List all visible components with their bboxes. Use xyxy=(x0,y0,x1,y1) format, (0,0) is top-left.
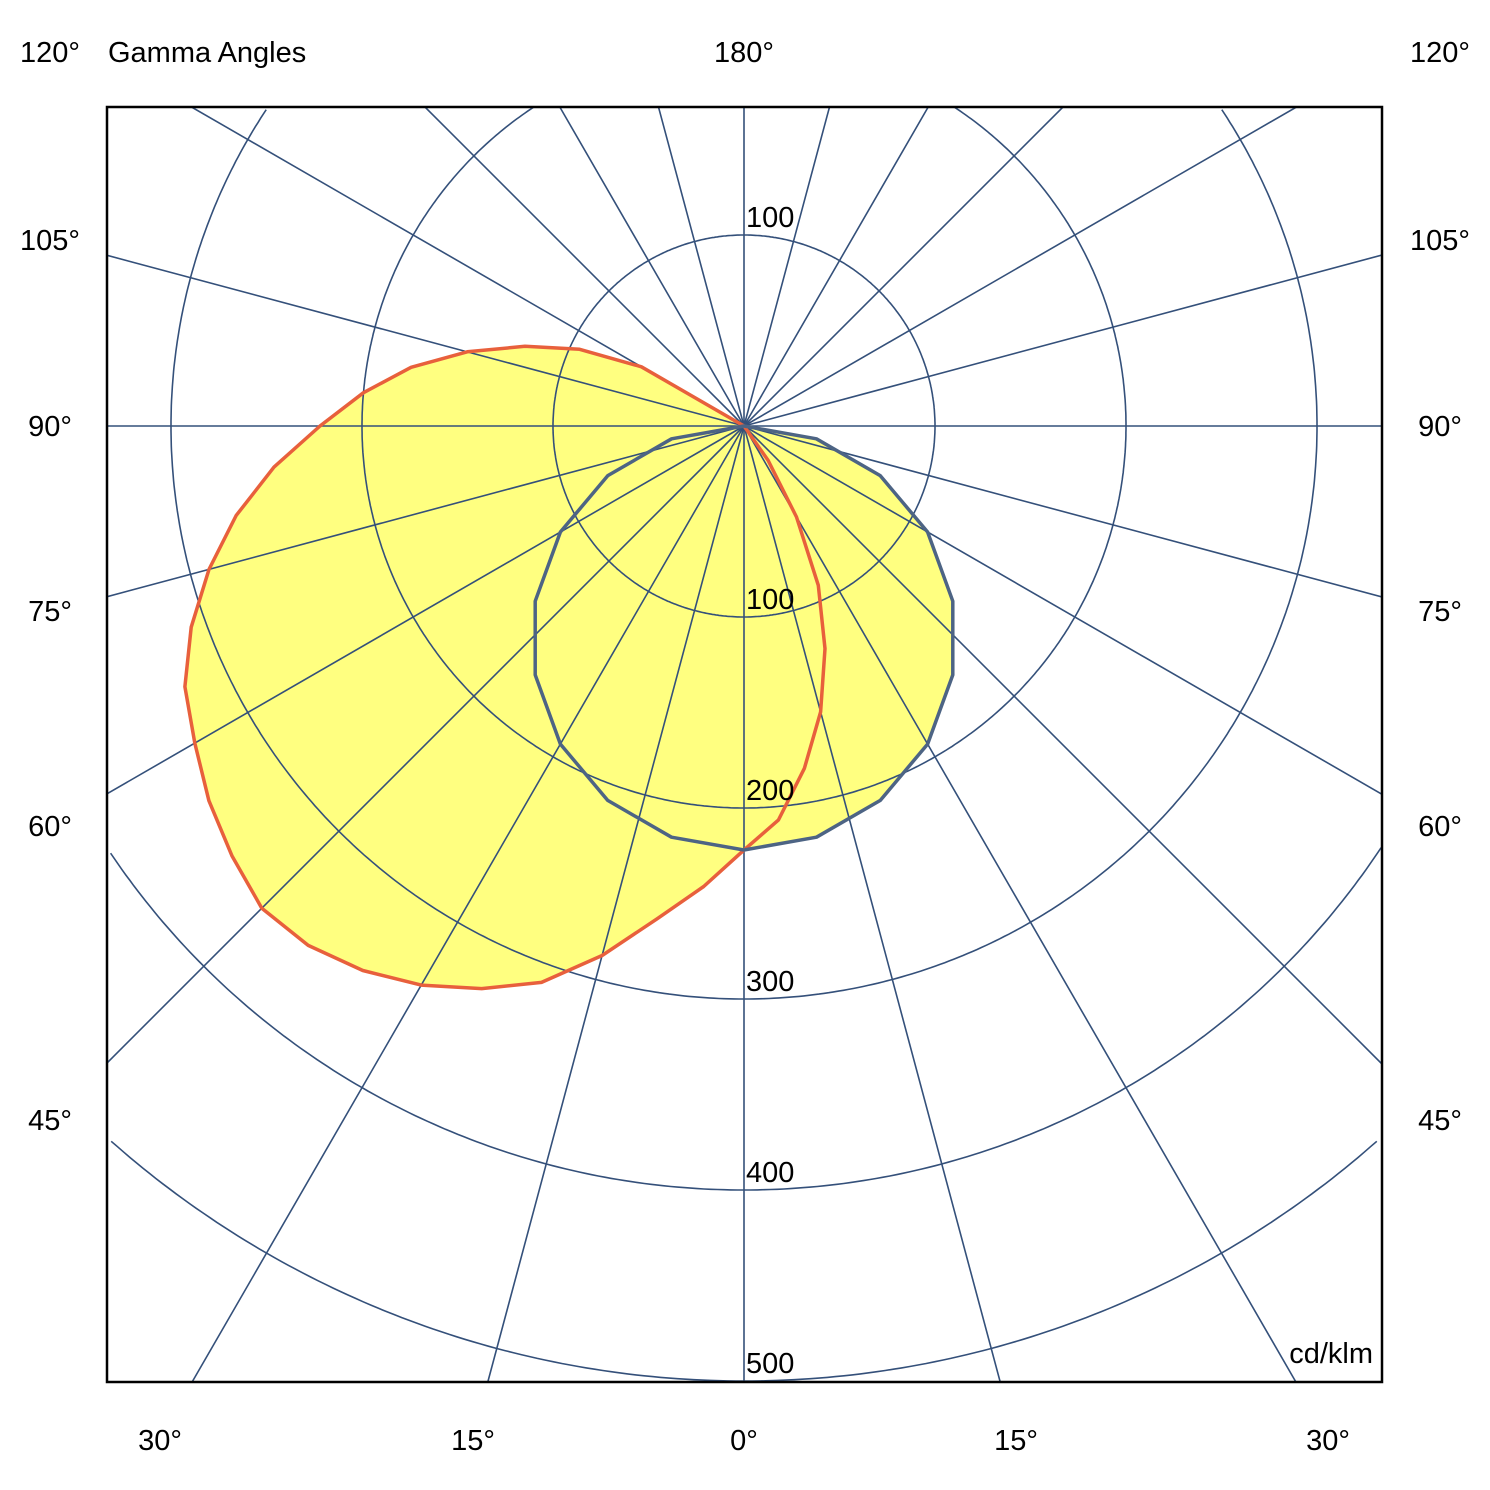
grid-radial-line xyxy=(743,107,1064,427)
chart-title: Gamma Angles xyxy=(108,37,306,69)
left-angle-label: 75° xyxy=(28,596,72,628)
ring-label: 200 xyxy=(746,775,794,807)
grid-radial-line xyxy=(487,425,745,1382)
left-angle-label: 60° xyxy=(28,811,72,843)
grid-radial-line xyxy=(743,107,1297,427)
grid-radial-line xyxy=(107,425,745,598)
right-angle-label: 60° xyxy=(1418,811,1462,843)
plot-frame xyxy=(105,105,1384,1384)
bottom-angle-label: 30° xyxy=(1306,1425,1350,1457)
right-angle-label: 120° xyxy=(1410,37,1470,69)
grid-radial-line xyxy=(743,254,1382,427)
top-angle-label: 180° xyxy=(714,37,774,69)
grid-radial-line xyxy=(107,425,745,795)
right-angle-label: 105° xyxy=(1410,225,1470,257)
intensity-curve-1 xyxy=(533,424,955,852)
grid-ring xyxy=(109,847,1382,1191)
intensity-curve-0 xyxy=(183,344,827,991)
grid-ring xyxy=(361,107,1127,809)
left-angle-label: 45° xyxy=(28,1105,72,1137)
grid-radial-line xyxy=(743,425,1382,598)
unit-label: cd/klm xyxy=(1289,1338,1373,1370)
grid-radial-line xyxy=(657,107,745,427)
grid-radial-line xyxy=(743,425,1297,1382)
bottom-angle-label: 30° xyxy=(138,1425,182,1457)
bottom-angle-label: 15° xyxy=(451,1425,495,1457)
ring-label: 500 xyxy=(746,1348,794,1380)
ring-label: 400 xyxy=(746,1157,794,1189)
grid-radial-line xyxy=(743,425,1382,795)
grid-radial-line xyxy=(107,425,745,1064)
right-angle-label: 45° xyxy=(1418,1105,1462,1137)
left-angle-label: 90° xyxy=(28,411,72,443)
grid-radial-line xyxy=(559,107,745,427)
left-angle-label: 105° xyxy=(20,225,80,257)
grid-radial-line xyxy=(743,107,831,427)
ring-label: 300 xyxy=(746,966,794,998)
grid-radial-line xyxy=(743,107,929,427)
bottom-angle-label: 0° xyxy=(730,1425,758,1457)
grid-radial-line xyxy=(191,425,745,1382)
grid-ring xyxy=(170,109,1318,1000)
right-angle-label: 90° xyxy=(1418,411,1462,443)
left-angle-label: 120° xyxy=(20,37,80,69)
ring-label: 100 xyxy=(746,584,794,616)
grid-radial-line xyxy=(107,254,745,427)
right-angle-label: 75° xyxy=(1418,596,1462,628)
ring-label-upper: 100 xyxy=(746,202,794,234)
grid-radial-line xyxy=(743,425,1001,1382)
grid-radial-line xyxy=(424,107,745,427)
bottom-angle-label: 15° xyxy=(994,1425,1038,1457)
grid-radial-line xyxy=(743,425,1382,1065)
